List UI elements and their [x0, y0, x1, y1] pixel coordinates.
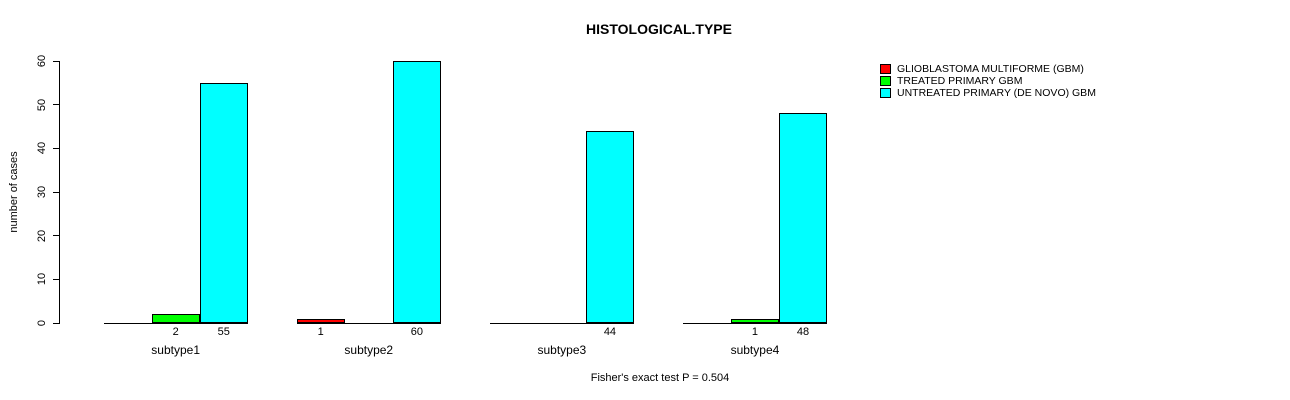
bar — [779, 113, 828, 323]
legend-label: GLIOBLASTOMA MULTIFORME (GBM) — [897, 63, 1084, 75]
y-tick-label: 50 — [36, 98, 48, 111]
y-tick — [53, 235, 59, 237]
y-tick — [53, 60, 59, 62]
group-baseline — [296, 322, 441, 324]
category-label: subtype4 — [730, 343, 780, 357]
group-baseline — [489, 322, 634, 324]
bar — [199, 82, 248, 323]
bar — [585, 130, 634, 323]
bar — [296, 318, 345, 323]
y-tick — [53, 147, 59, 149]
group-baseline — [682, 322, 828, 324]
y-tick-label: 40 — [36, 142, 48, 155]
y-axis-title: number of cases — [8, 151, 20, 233]
bar-value-label: 1 — [317, 326, 324, 338]
y-axis-line — [59, 61, 60, 324]
y-tick-label: 20 — [36, 229, 48, 242]
y-tick-label: 30 — [36, 185, 48, 199]
chart-title: HISTOLOGICAL.TYPE — [586, 21, 732, 37]
legend-item: TREATED PRIMARY GBM — [880, 75, 1096, 87]
y-tick-label: 60 — [36, 54, 48, 68]
bar — [730, 318, 779, 323]
legend: GLIOBLASTOMA MULTIFORME (GBM) TREATED PRI… — [880, 63, 1096, 99]
y-tick — [53, 191, 59, 193]
category-label: subtype3 — [537, 343, 587, 357]
legend-item: GLIOBLASTOMA MULTIFORME (GBM) — [880, 63, 1096, 75]
legend-label: TREATED PRIMARY GBM — [897, 75, 1023, 87]
y-tick — [53, 322, 59, 324]
legend-swatch — [880, 76, 891, 86]
bar-value-label: 1 — [751, 326, 758, 338]
y-tick-label: 10 — [36, 273, 48, 286]
bar-value-label: 48 — [796, 326, 810, 338]
legend-swatch — [880, 64, 891, 74]
category-label: subtype1 — [151, 343, 200, 357]
fisher-test-annotation: Fisher's exact test P = 0.504 — [590, 372, 730, 384]
bar-value-label: 2 — [172, 326, 179, 338]
bar — [392, 61, 441, 323]
legend-item: UNTREATED PRIMARY (DE NOVO) GBM — [880, 87, 1096, 99]
legend-swatch — [880, 88, 891, 98]
y-tick-label: 0 — [36, 319, 48, 327]
category-label: subtype2 — [344, 343, 394, 357]
bar — [151, 314, 200, 323]
bar-value-label: 60 — [410, 326, 423, 338]
y-tick — [53, 104, 59, 106]
group-baseline — [103, 322, 248, 324]
legend-label: UNTREATED PRIMARY (DE NOVO) GBM — [897, 87, 1096, 99]
y-tick — [53, 278, 59, 280]
bar-value-label: 55 — [217, 326, 230, 338]
bar-value-label: 44 — [603, 326, 617, 338]
